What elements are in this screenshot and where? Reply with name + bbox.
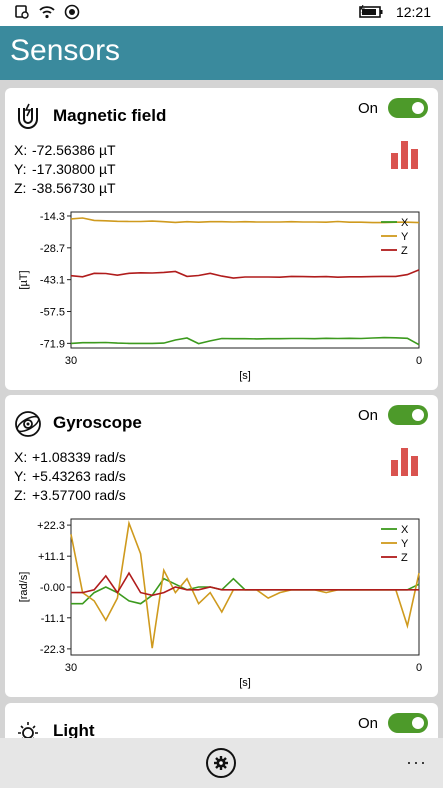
y-tick-label: +11.1 [38,551,65,563]
legend-label: Y [401,538,409,550]
y-tick-label: -0.00 [40,582,65,594]
sync-icon [15,5,29,19]
reading-y: Y: +5.43263 rad/s [14,468,126,484]
gyroscope-icon [15,411,41,437]
y-tick-label: -14.3 [40,211,65,223]
toggle-label: On [358,714,379,732]
reading-y: Y: -17.30800 µT [14,161,116,177]
plot-area [70,211,420,349]
y-tick-label: -22.3 [40,644,65,656]
settings-button[interactable] [206,748,236,778]
page-title: Sensors [10,34,121,67]
bar-chart-icon[interactable] [391,448,419,476]
legend-label: X [401,217,409,229]
reading-x: X: +1.08339 rad/s [14,449,126,465]
card-title: Gyroscope [53,413,142,432]
x-tick-label: 0 [416,355,422,367]
y-axis-label: [rad/s] [18,572,30,603]
sensor-card-gyroscope: Gyroscope On X: +1.08339 rad/s Y: +5.43263… [5,395,438,697]
light-icon [18,722,38,738]
x-axis-label: [s] [239,677,251,689]
legend-label: X [401,524,409,536]
x-axis-label: [s] [239,370,251,382]
app-bar: Sensors [0,26,443,80]
sensor-toggle[interactable]: On [358,405,429,425]
legend-label: Z [401,245,408,257]
wifi-icon [39,6,55,19]
sensor-card-light: Light On [5,703,438,738]
readings: X: +1.08339 rad/s Y: +5.43263 rad/s Z: +3.5… [14,448,126,505]
more-button[interactable]: ··· [406,752,427,772]
card-title: Magnetic field [53,106,167,125]
y-axis-label: [µT] [18,270,30,289]
status-bar: 12:21 [0,0,443,26]
legend-label: Z [401,552,408,564]
card-title: Light [53,721,95,738]
reading-z: Z: +3.57700 rad/s [14,487,126,503]
reading-z: Z: -38.56730 µT [14,180,116,196]
x-tick-label: 30 [65,355,77,367]
y-tick-label: +22.3 [37,520,65,532]
sensor-toggle[interactable]: On [358,98,429,118]
series-line-y [70,217,420,224]
x-tick-label: 30 [65,662,77,674]
toggle-switch[interactable] [388,405,429,425]
y-tick-label: -57.5 [40,307,65,319]
readings: X: -72.56386 µT Y: -17.30800 µT Z: -38.5673… [14,141,116,198]
reading-x: X: -72.56386 µT [14,142,116,158]
magnetic-field-chart: -14.3 -28.7 -43.1 -57.5 -71.930 0 [s] [µT] XYZ [18,211,422,382]
toggle-label: On [358,99,379,117]
battery-charging-icon [359,5,383,18]
series-line-z [70,269,420,279]
sensor-list[interactable]: Magnetic field On X: -72.56386 µT Y: -17.3… [0,80,443,738]
toggle-switch[interactable] [388,98,429,118]
bar-chart-icon[interactable] [391,141,419,169]
legend-label: Y [401,231,409,243]
y-tick-label: -43.1 [40,275,65,287]
toggle-label: On [358,406,379,424]
toggle-switch[interactable] [388,713,429,733]
gyroscope-chart: +22.3 +11.1 -0.00 -11.1 -22.330 0 [s] [rad/s] XY… [18,518,422,689]
clock: 12:21 [395,4,431,20]
plot-area [70,518,420,656]
x-tick-label: 0 [416,662,422,674]
gear-icon [214,756,228,770]
magnet-icon [18,103,38,129]
sensor-card-magnetic-field: Magnetic field On X: -72.56386 µT Y: -17.3… [5,88,438,390]
y-tick-label: -71.9 [40,338,65,350]
record-icon [64,4,80,20]
y-tick-label: -28.7 [40,243,65,255]
series-line-z [71,571,419,597]
series-line-x [70,336,420,346]
y-tick-label: -11.1 [41,613,65,625]
sensor-toggle[interactable]: On [358,713,429,733]
bottom-app-bar: ··· [0,738,443,788]
